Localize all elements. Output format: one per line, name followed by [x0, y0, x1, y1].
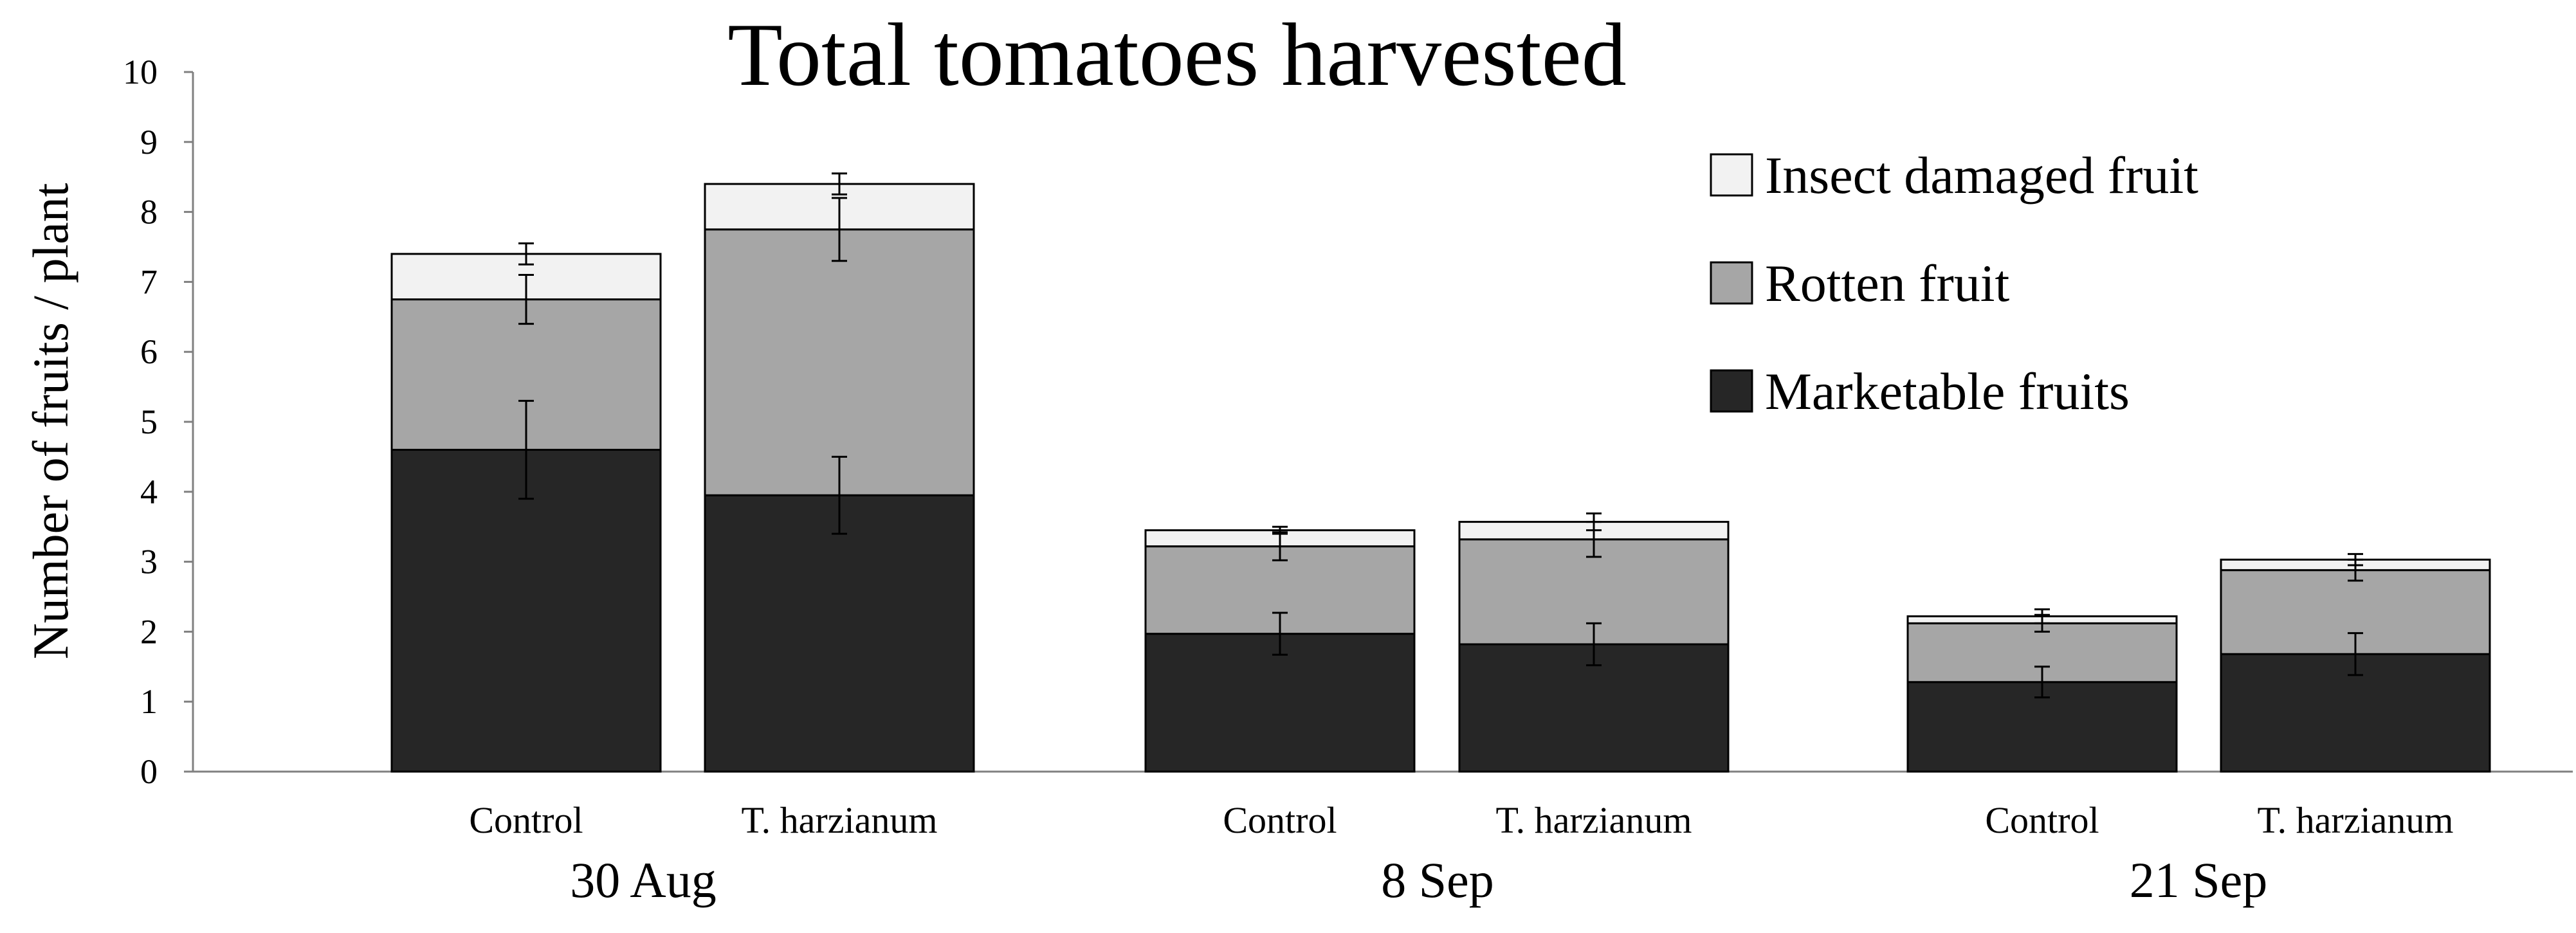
x-category-label: T. harzianum	[1496, 799, 1692, 841]
x-category-label: Control	[1223, 799, 1337, 841]
y-tick-label: 9	[140, 123, 158, 161]
y-axis-label: Number of fruits / plant	[23, 183, 78, 659]
bar-segment	[1144, 633, 1416, 773]
y-tick-label: 10	[123, 53, 158, 91]
x-category-label: Control	[469, 799, 583, 841]
y-tick-label: 5	[140, 403, 158, 441]
y-tick-label: 2	[140, 612, 158, 651]
x-group-label: 30 Aug	[570, 852, 717, 908]
bar-segment	[704, 494, 975, 773]
legend-label: Marketable fruits	[1765, 362, 2130, 421]
y-tick-label: 3	[140, 543, 158, 581]
legend-swatch	[1710, 261, 1753, 305]
y-tick-label: 6	[140, 332, 158, 371]
y-tick-label: 4	[140, 473, 158, 511]
legend-label: Insect damaged fruit	[1765, 146, 2198, 204]
x-category-label: Control	[1985, 799, 2099, 841]
legend-swatch	[1710, 369, 1753, 413]
x-group-label: 21 Sep	[2130, 852, 2268, 908]
x-group-label: 8 Sep	[1381, 852, 1494, 908]
bar-segment	[2220, 569, 2491, 655]
legend-label: Rotten fruit	[1765, 254, 2010, 313]
bar-segment	[390, 449, 662, 773]
y-tick-label: 1	[140, 682, 158, 721]
y-tick-label: 8	[140, 193, 158, 231]
bar-segment	[704, 228, 975, 496]
x-category-label: T. harzianum	[2258, 799, 2454, 841]
chart-title: Total tomatoes harvested	[727, 5, 1627, 105]
legend-swatch	[1710, 153, 1753, 197]
x-category-label: T. harzianum	[742, 799, 938, 841]
y-tick-label: 0	[140, 752, 158, 791]
y-tick-label: 7	[140, 262, 158, 301]
